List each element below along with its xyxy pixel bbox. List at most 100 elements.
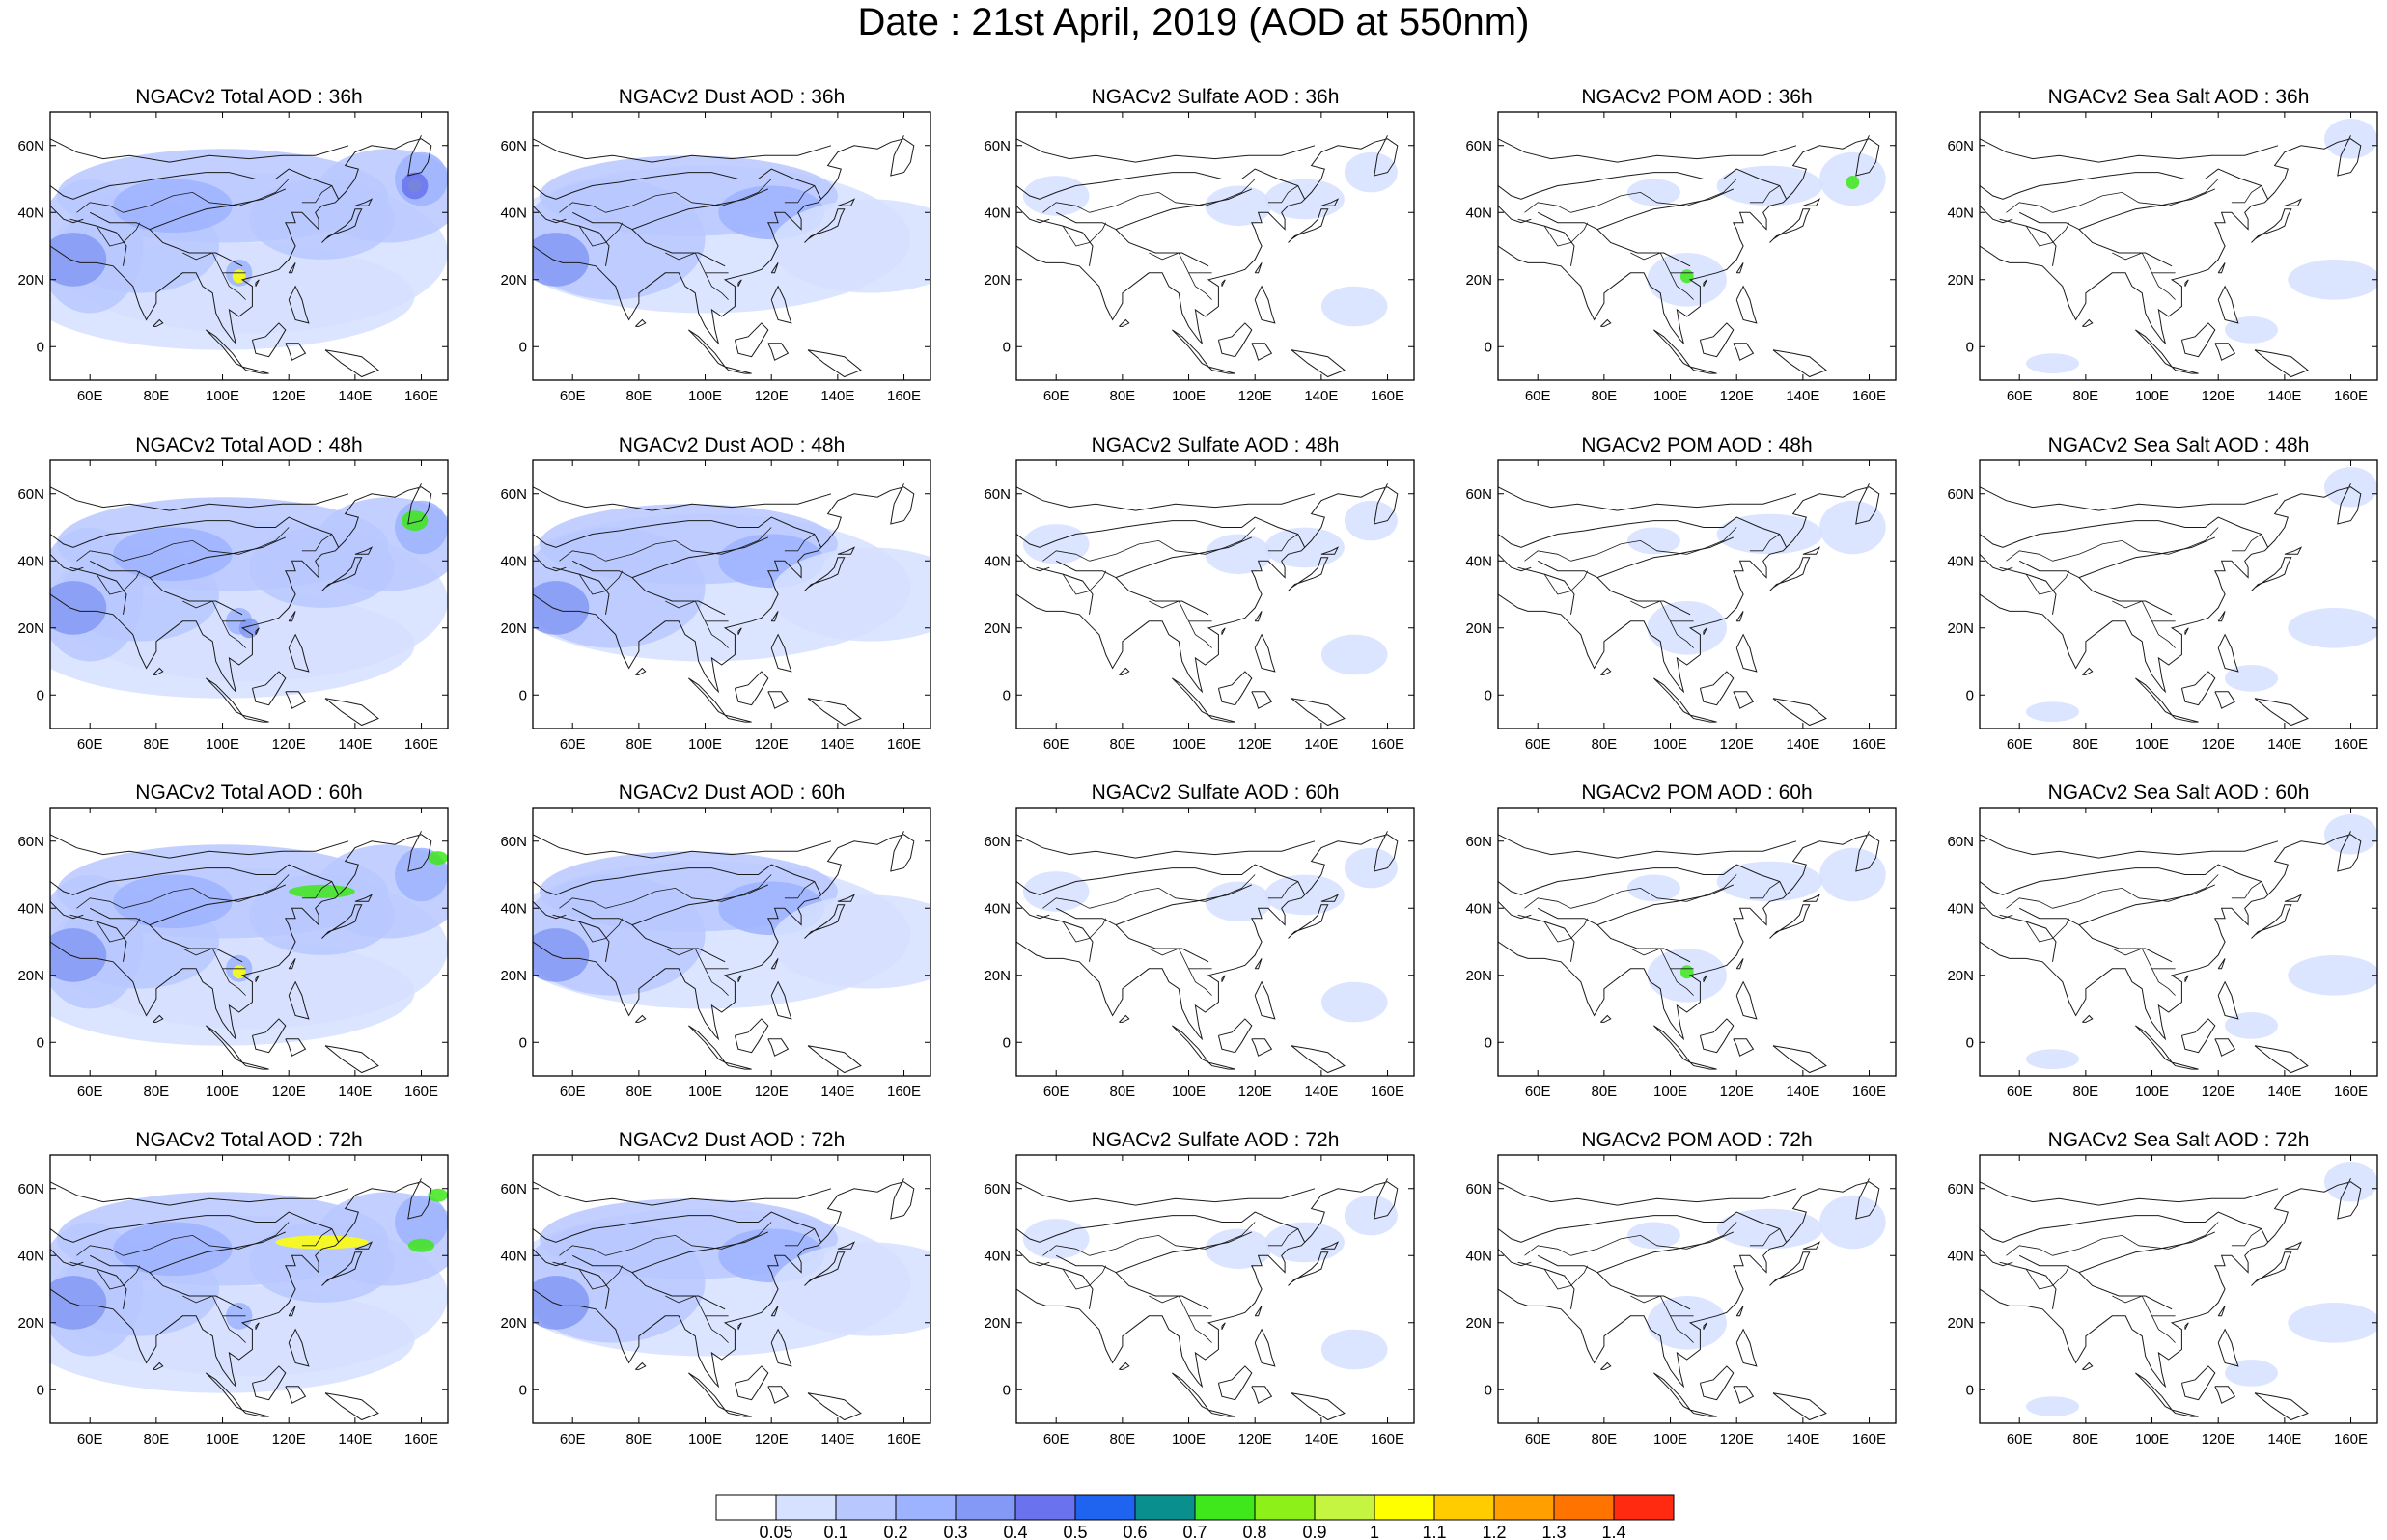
- coastlines: [50, 831, 432, 1074]
- lon-tick-label: 80E: [1110, 1431, 1136, 1447]
- lat-tick-label: 60N: [1465, 486, 1492, 503]
- map-frame: [1979, 459, 2378, 729]
- lat-tick-label: 40N: [1947, 553, 1974, 569]
- map-frame: [532, 459, 931, 729]
- aod-field: [1016, 112, 1414, 380]
- lon-tick-label: 80E: [1592, 1431, 1618, 1447]
- lon-tick-label: 120E: [2202, 1084, 2235, 1100]
- lon-tick-label: 160E: [887, 388, 921, 404]
- lon-tick-label: 60E: [1043, 1431, 1069, 1447]
- map-plot: 60N 40N 20N 0 60E 80E 100E 120E 140E 160E: [984, 459, 1415, 753]
- lon-tick-label: 160E: [404, 736, 438, 753]
- aod-blob: [1205, 185, 1272, 227]
- map-panel: NGACv2 Total AOD : 60h 60N 40N 20N 0 60E 80E 10…: [0, 781, 463, 1109]
- aod-field: [533, 1155, 930, 1423]
- aod-blob: [1320, 634, 1388, 675]
- lon-tick-label: 160E: [1371, 1431, 1404, 1447]
- lat-tick-label: 40N: [984, 1248, 1011, 1264]
- map-frame: [1497, 459, 1897, 729]
- colorbar-label: 0.1: [823, 1523, 847, 1540]
- aod-blob: [1022, 176, 1090, 216]
- lon-tick-label: 100E: [206, 736, 239, 753]
- lat-tick-label: 40N: [1465, 900, 1492, 917]
- map-panel: NGACv2 POM AOD : 72h 60N 40N 20N 0 60E 80E 100E…: [1448, 1128, 1911, 1456]
- lon-tick-label: 120E: [1720, 388, 1754, 404]
- lat-tick-label: 20N: [500, 1315, 527, 1332]
- lon-tick-label: 60E: [560, 736, 586, 753]
- lon-tick-label: 100E: [2135, 736, 2169, 753]
- lon-tick-label: 120E: [755, 388, 789, 404]
- lon-tick-label: 100E: [206, 1431, 239, 1447]
- map-plot: 60N 40N 20N 0 60E 80E 100E 120E 140E 160E: [1947, 1154, 2378, 1447]
- aod-blob: [50, 581, 107, 635]
- lat-tick-label: 40N: [500, 1248, 527, 1264]
- panel-title: NGACv2 Total AOD : 72h: [135, 1129, 363, 1151]
- aod-field: [1980, 460, 2377, 729]
- lat-tick-label: 0: [1485, 1034, 1492, 1051]
- lat-tick-label: 20N: [1947, 620, 1974, 637]
- panel-title: NGACv2 Sea Salt AOD : 48h: [2047, 434, 2310, 456]
- lon-tick-label: 80E: [626, 388, 652, 404]
- lon-tick-label: 100E: [688, 736, 722, 753]
- lon-tick-label: 100E: [1653, 1431, 1687, 1447]
- aod-field: [1016, 460, 1414, 729]
- map-frame: [532, 1154, 931, 1424]
- lon-tick-label: 140E: [338, 1084, 372, 1100]
- panel-title: NGACv2 POM AOD : 60h: [1581, 782, 1813, 804]
- coastlines: [533, 483, 915, 727]
- coastlines: [1980, 135, 2362, 378]
- coastlines: [1016, 135, 1399, 378]
- lon-tick-label: 100E: [2135, 1084, 2169, 1100]
- lon-tick-label: 100E: [688, 388, 722, 404]
- lon-tick-label: 160E: [1371, 1084, 1404, 1100]
- lon-tick-label: 140E: [1304, 1431, 1338, 1447]
- aod-blob: [533, 928, 590, 982]
- aod-field: [1016, 1155, 1414, 1423]
- lat-tick-label: 20N: [500, 272, 527, 289]
- colorbar-label: 0.3: [943, 1523, 967, 1540]
- coastlines: [1498, 135, 1880, 378]
- panel-title: NGACv2 Dust AOD : 36h: [618, 86, 846, 108]
- aod-blob: [1716, 861, 1823, 902]
- lon-tick-label: 80E: [2073, 1431, 2099, 1447]
- lon-tick-label: 60E: [2007, 736, 2033, 753]
- map-frame: [1979, 807, 2378, 1077]
- lon-tick-label: 100E: [1653, 388, 1687, 404]
- lat-tick-label: 60N: [1465, 138, 1492, 154]
- colorbar-box: [1134, 1494, 1196, 1521]
- coastlines: [50, 483, 432, 727]
- lon-tick-label: 60E: [1525, 1431, 1551, 1447]
- lon-tick-label: 60E: [77, 388, 103, 404]
- lon-tick-label: 80E: [144, 388, 170, 404]
- lon-tick-label: 120E: [272, 1084, 306, 1100]
- lat-tick-label: 20N: [500, 620, 527, 637]
- colorbar-box: [835, 1494, 897, 1521]
- aod-blob: [1344, 500, 1398, 541]
- lon-tick-label: 120E: [1720, 1084, 1754, 1100]
- map-plot: 60N 40N 20N 0 60E 80E 100E 120E 140E 160E: [1465, 459, 1897, 753]
- aod-field: [1498, 112, 1896, 380]
- aod-blob: [113, 1222, 233, 1277]
- lat-tick-label: 60N: [1465, 1181, 1492, 1197]
- coastlines: [1980, 483, 2362, 727]
- lat-tick-label: 60N: [17, 138, 44, 154]
- lat-tick-label: 20N: [500, 968, 527, 984]
- lat-tick-label: 20N: [1465, 1315, 1492, 1332]
- aod-blob: [771, 1242, 930, 1336]
- aod-field: [1980, 1155, 2377, 1423]
- lon-tick-label: 140E: [820, 1431, 854, 1447]
- aod-blob: [1846, 176, 1860, 189]
- aod-blob: [402, 172, 429, 200]
- lon-tick-label: 140E: [1786, 736, 1819, 753]
- colorbar-box: [1374, 1494, 1435, 1521]
- map-plot: 60N 40N 20N 0 60E 80E 100E 120E 140E 160E: [984, 807, 1415, 1100]
- lat-tick-label: 0: [1966, 339, 1974, 355]
- lon-tick-label: 60E: [2007, 1084, 2033, 1100]
- panel-title: NGACv2 Total AOD : 60h: [135, 782, 363, 804]
- aod-blob: [2026, 353, 2079, 373]
- lat-tick-label: 60N: [1947, 1181, 1974, 1197]
- aod-field: [1498, 1155, 1896, 1423]
- colorbar-box: [715, 1494, 777, 1521]
- lon-tick-label: 80E: [1110, 1084, 1136, 1100]
- map-panel: NGACv2 Total AOD : 72h 60N 40N 20N 0 60E 80E 10…: [0, 1128, 463, 1456]
